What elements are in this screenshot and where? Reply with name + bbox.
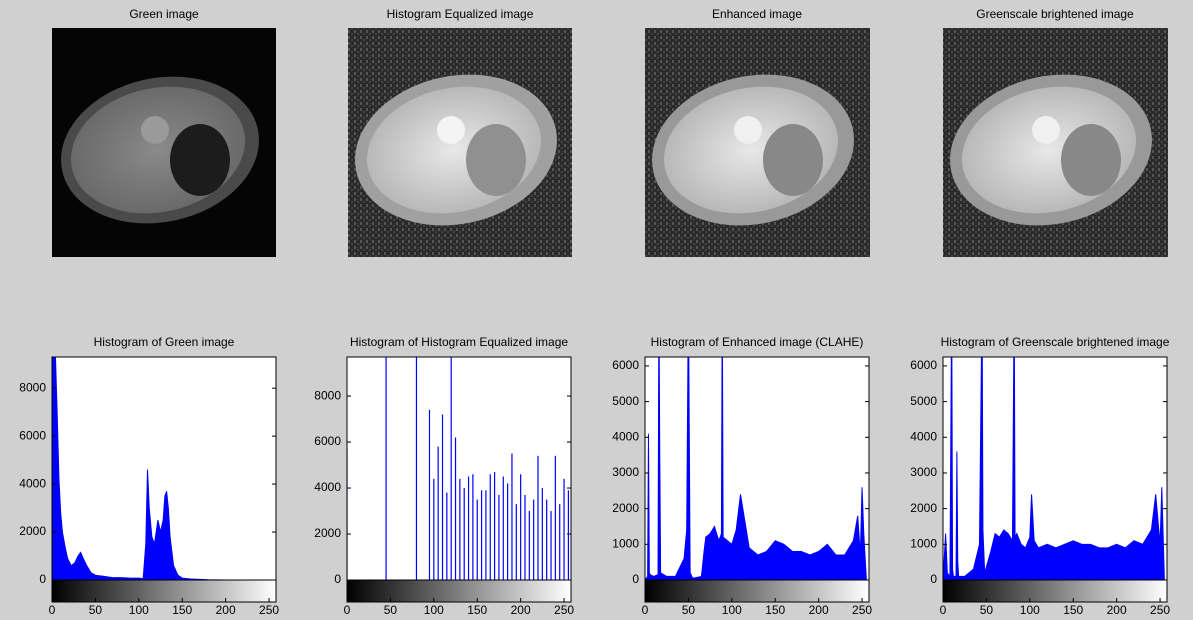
y-tick-label: 0 bbox=[632, 572, 639, 586]
x-tick-label: 150 bbox=[467, 603, 487, 617]
x-tick-label: 150 bbox=[765, 603, 785, 617]
y-tick-label: 5000 bbox=[612, 394, 639, 408]
colorbar bbox=[942, 579, 1168, 603]
y-tick-label: 2000 bbox=[910, 501, 937, 515]
plot bbox=[52, 357, 226, 580]
x-tick-label: 100 bbox=[424, 603, 444, 617]
x-tick-label: 200 bbox=[809, 603, 829, 617]
colorbar bbox=[51, 579, 277, 603]
y-tick-label: 0 bbox=[334, 572, 341, 586]
y-tick-label: 4000 bbox=[910, 429, 937, 443]
image-panel bbox=[52, 28, 276, 257]
y-tick-label: 6000 bbox=[19, 428, 46, 442]
y-tick-label: 8000 bbox=[19, 380, 46, 394]
x-tick-label: 200 bbox=[1107, 603, 1127, 617]
plot-area bbox=[346, 356, 572, 581]
x-tick-label: 0 bbox=[642, 603, 649, 617]
chart-title: Histogram of Greenscale brightened image bbox=[941, 335, 1170, 349]
y-tick-label: 2000 bbox=[612, 501, 639, 515]
x-tick-label: 100 bbox=[722, 603, 742, 617]
y-tick-label: 5000 bbox=[910, 394, 937, 408]
y-tick-label: 2000 bbox=[314, 526, 341, 540]
plot bbox=[347, 357, 569, 580]
x-tick-label: 150 bbox=[172, 603, 192, 617]
chart-title: Histogram of Histogram Equalized image bbox=[350, 335, 568, 349]
y-tick-label: 8000 bbox=[314, 388, 341, 402]
plot-area bbox=[644, 356, 870, 581]
x-tick-label: 50 bbox=[682, 603, 696, 617]
histogram-chart: Histogram of Enhanced image (CLAHE)01000… bbox=[612, 335, 872, 617]
x-tick-label: 50 bbox=[89, 603, 103, 617]
y-tick-label: 6000 bbox=[314, 434, 341, 448]
x-tick-label: 150 bbox=[1063, 603, 1083, 617]
histogram-chart: Histogram of Greenscale brightened image… bbox=[910, 335, 1170, 617]
plot bbox=[645, 357, 867, 580]
x-tick-label: 0 bbox=[344, 603, 351, 617]
x-tick-label: 200 bbox=[216, 603, 236, 617]
y-tick-label: 6000 bbox=[910, 358, 937, 372]
y-tick-label: 3000 bbox=[612, 465, 639, 479]
x-tick-label: 0 bbox=[49, 603, 56, 617]
image-panel bbox=[645, 28, 870, 257]
image-title: Greenscale brightened image bbox=[976, 7, 1134, 21]
x-tick-label: 50 bbox=[384, 603, 398, 617]
x-tick-label: 250 bbox=[259, 603, 279, 617]
image-panel bbox=[348, 28, 572, 257]
y-tick-label: 4000 bbox=[314, 480, 341, 494]
x-tick-label: 100 bbox=[129, 603, 149, 617]
histogram-area bbox=[52, 357, 226, 580]
colorbar bbox=[346, 579, 572, 603]
x-tick-label: 250 bbox=[554, 603, 574, 617]
image-title: Histogram Equalized image bbox=[387, 7, 534, 21]
y-tick-label: 1000 bbox=[612, 536, 639, 550]
x-tick-label: 50 bbox=[980, 603, 994, 617]
y-tick-label: 2000 bbox=[19, 524, 46, 538]
chart-title: Histogram of Green image bbox=[94, 335, 235, 349]
image-title: Green image bbox=[129, 7, 199, 21]
image-panel bbox=[943, 28, 1168, 257]
y-tick-label: 6000 bbox=[612, 358, 639, 372]
y-tick-label: 3000 bbox=[910, 465, 937, 479]
x-tick-label: 0 bbox=[940, 603, 947, 617]
x-tick-label: 250 bbox=[1150, 603, 1170, 617]
y-tick-label: 1000 bbox=[910, 536, 937, 550]
y-tick-label: 0 bbox=[39, 572, 46, 586]
x-tick-label: 250 bbox=[852, 603, 872, 617]
chart-title: Histogram of Enhanced image (CLAHE) bbox=[651, 335, 864, 349]
plot bbox=[943, 357, 1165, 580]
histogram-chart: Histogram of Histogram Equalized image 0 2… bbox=[314, 335, 574, 617]
histogram-area bbox=[645, 357, 867, 580]
histogram-area bbox=[943, 357, 1165, 580]
histogram-chart: Histogram of Green image0200040006000800… bbox=[19, 335, 279, 617]
image-title: Enhanced image bbox=[712, 7, 802, 21]
x-tick-label: 100 bbox=[1020, 603, 1040, 617]
y-tick-label: 4000 bbox=[612, 429, 639, 443]
y-tick-label: 0 bbox=[930, 572, 937, 586]
y-tick-label: 4000 bbox=[19, 476, 46, 490]
x-tick-label: 200 bbox=[511, 603, 531, 617]
colorbar bbox=[644, 579, 870, 603]
